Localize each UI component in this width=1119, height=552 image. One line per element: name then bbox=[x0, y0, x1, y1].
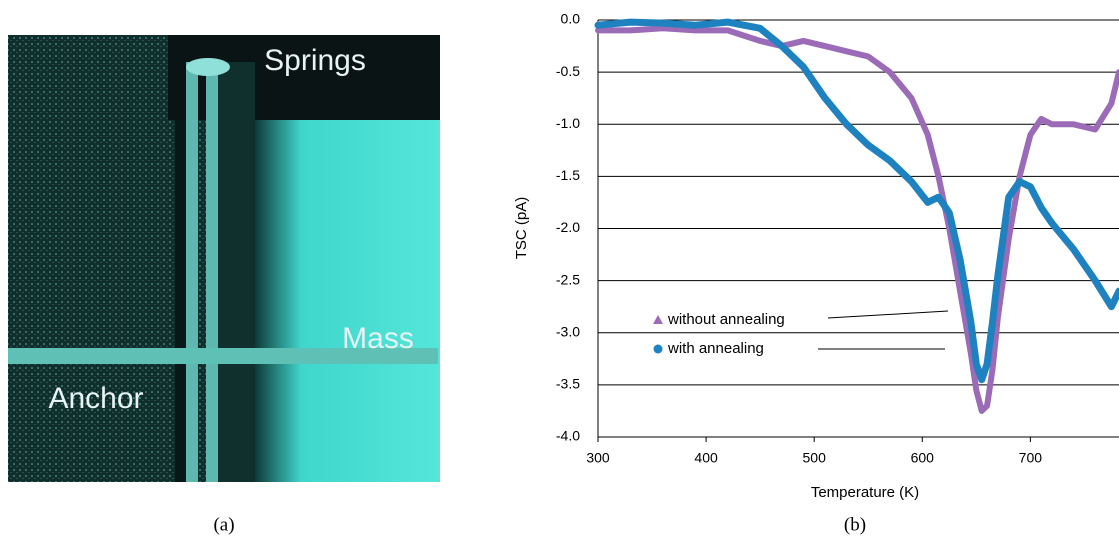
legend-marker bbox=[653, 344, 663, 354]
micrograph: Springs Mass Anchor bbox=[8, 35, 440, 482]
y-tick-label: 0.0 bbox=[561, 11, 581, 27]
y-tick-label: -4.0 bbox=[556, 428, 580, 444]
legend-label: with annealing bbox=[667, 340, 764, 357]
label: Springs bbox=[264, 44, 366, 77]
series-line bbox=[595, 25, 1119, 414]
series-line bbox=[594, 18, 1119, 384]
caption: (a) bbox=[213, 514, 234, 535]
y-tick-label: -3.5 bbox=[556, 376, 580, 392]
caption: (b) bbox=[844, 514, 866, 535]
y-tick-label: -3.0 bbox=[556, 323, 580, 339]
spring bbox=[186, 62, 198, 482]
y-axis-label: TSC (pA) bbox=[513, 197, 530, 260]
leader-line bbox=[827, 310, 949, 319]
x-tick-label: 300 bbox=[586, 450, 610, 466]
label: Anchor bbox=[48, 382, 143, 415]
legend-marker bbox=[653, 315, 663, 324]
spring bbox=[206, 62, 218, 482]
x-axis-label: Temperature (K) bbox=[811, 484, 919, 501]
x-tick-label: 400 bbox=[694, 450, 718, 466]
x-tick-label: 500 bbox=[803, 450, 827, 466]
y-tick-label: -2.0 bbox=[556, 219, 580, 235]
y-tick-label: -1.5 bbox=[556, 167, 580, 183]
legend-label: without annealing bbox=[667, 311, 785, 328]
chart: 0.0 -0.5 -1.0 -1.5 -2.0 -2.5 -3.0 -3.5 -4.0 300 40… bbox=[513, 11, 1119, 501]
x-tick-label: 700 bbox=[1019, 450, 1043, 466]
mass bbox=[255, 120, 440, 482]
spring-tip bbox=[186, 58, 230, 76]
x-tick-label: 600 bbox=[911, 450, 935, 466]
y-tick-label: -0.5 bbox=[556, 63, 580, 79]
y-tick-label: -2.5 bbox=[556, 271, 580, 287]
gap bbox=[218, 62, 255, 482]
beam bbox=[8, 348, 438, 364]
y-tick-label: -1.0 bbox=[556, 115, 580, 131]
label: Mass bbox=[342, 322, 414, 355]
